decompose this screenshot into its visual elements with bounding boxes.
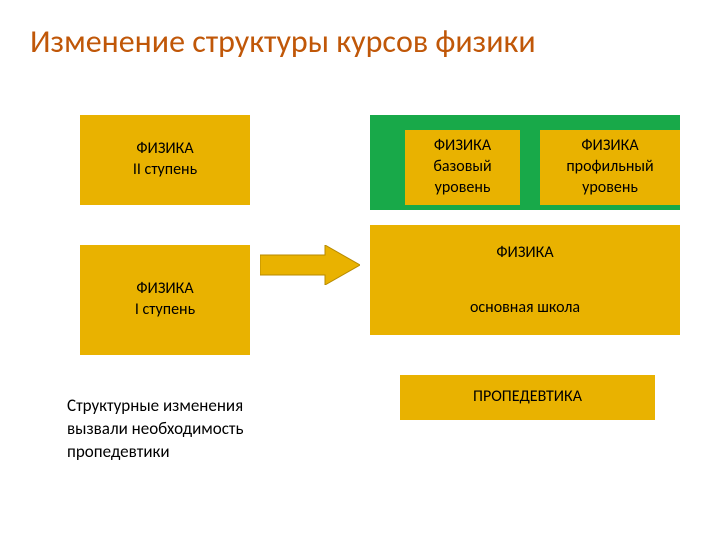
box-physics-stage-2-label: ФИЗИКАII ступень bbox=[80, 135, 250, 185]
box-physics-basic-level-label: ФИЗИКАбазовыйуровень bbox=[405, 132, 520, 202]
box-physics-profile-level: ФИЗИКАпрофильныйуровень bbox=[540, 130, 680, 205]
caption-structural-changes: Структурные изменениявызвали необходимос… bbox=[67, 395, 244, 464]
box-physics-stage-2: ФИЗИКАII ступень bbox=[80, 115, 250, 205]
box-physics-stage-1: ФИЗИКАI ступень bbox=[80, 245, 250, 355]
box-propedevtika: ПРОПЕДЕВТИКА bbox=[400, 375, 655, 420]
arrow-right bbox=[260, 245, 360, 290]
box-physics-main-school-line2: основная школа bbox=[470, 298, 580, 317]
box-physics-profile-level-label: ФИЗИКАпрофильныйуровень bbox=[540, 132, 680, 202]
page-title: Изменение структуры курсов физики bbox=[30, 22, 536, 61]
box-physics-main-school: ФИЗИКА основная школа bbox=[370, 225, 680, 335]
box-physics-basic-level: ФИЗИКАбазовыйуровень bbox=[405, 130, 520, 205]
arrow-right-icon bbox=[260, 245, 360, 285]
box-propedevtika-label: ПРОПЕДЕВТИКА bbox=[400, 383, 655, 412]
box-physics-stage-1-label: ФИЗИКАI ступень bbox=[80, 275, 250, 325]
box-physics-main-school-line1: ФИЗИКА bbox=[496, 243, 553, 262]
